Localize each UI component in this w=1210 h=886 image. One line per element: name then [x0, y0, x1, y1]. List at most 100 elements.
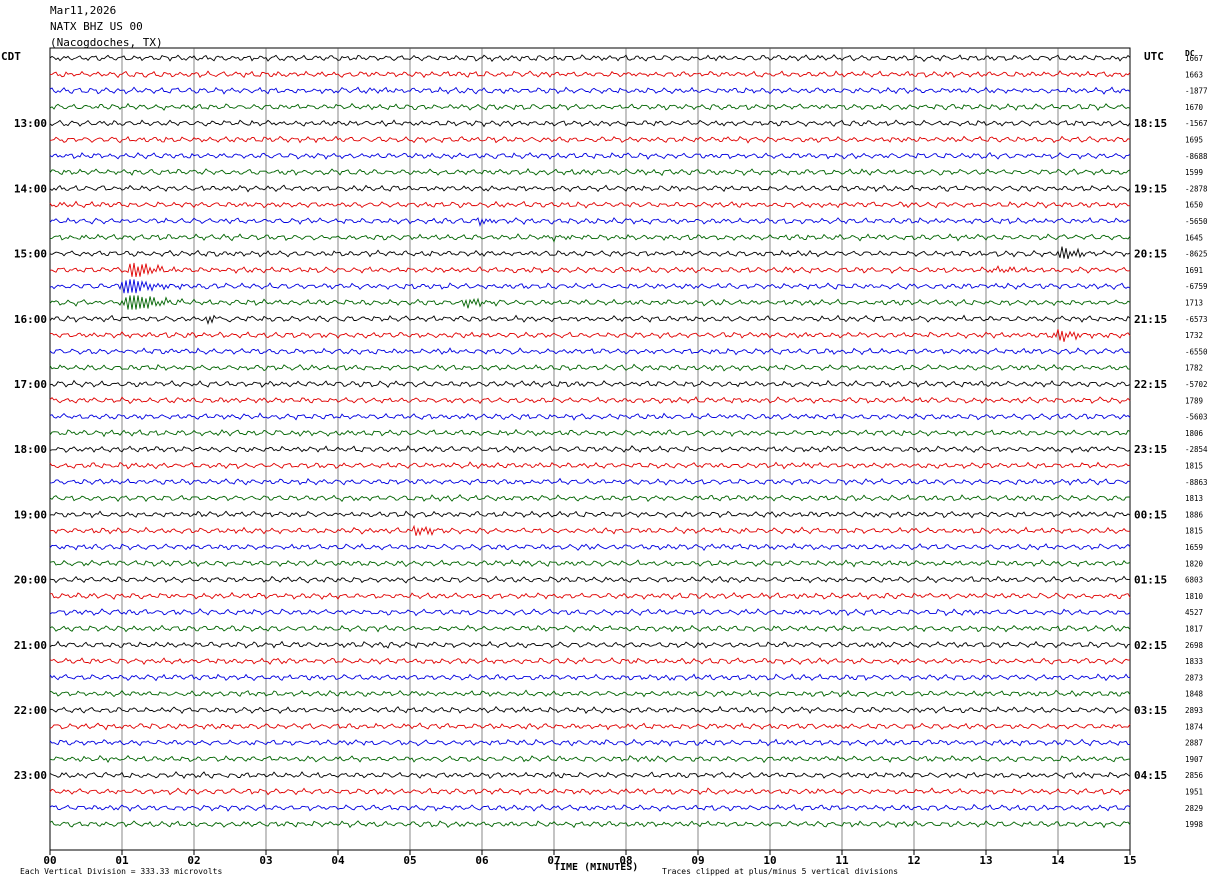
trace-line: [49, 640, 1131, 649]
dc-offset-label: -6573: [1185, 315, 1208, 324]
dc-offset-label: 1815: [1185, 462, 1203, 471]
utc-hour-label: 18:15: [1134, 117, 1167, 130]
x-tick-label: 11: [835, 854, 849, 867]
trace-line: [49, 233, 1131, 243]
dc-offset-label: 1659: [1185, 543, 1203, 552]
cdt-hour-label: 18:00: [14, 443, 47, 456]
trace-line: [49, 295, 1131, 310]
utc-hour-label: 21:15: [1134, 313, 1167, 326]
utc-hour-label: 00:15: [1134, 508, 1167, 521]
trace-line: [49, 279, 1131, 294]
x-axis-title: TIME (MINUTES): [554, 862, 639, 873]
trace-line: [49, 168, 1131, 177]
trace-line: [49, 217, 1131, 227]
dc-offset-label: 1806: [1185, 429, 1204, 438]
cdt-hour-label: 15:00: [14, 248, 47, 261]
dc-offset-label: 1732: [1185, 331, 1203, 340]
dc-offset-label: 1670: [1185, 103, 1204, 112]
cdt-hour-label: 20:00: [14, 574, 47, 587]
trace-line: [49, 54, 1131, 62]
trace-line: [49, 379, 1131, 388]
x-tick-label: 02: [187, 854, 200, 867]
trace-line: [49, 559, 1131, 568]
utc-hour-label: 04:15: [1134, 769, 1167, 782]
dc-offset-label: -1877: [1185, 87, 1208, 96]
dc-offset-header: DC: [1185, 49, 1195, 58]
dc-offset-label: -2878: [1185, 184, 1208, 193]
dc-offset-label: 4527: [1185, 608, 1203, 617]
dc-offset-label: -1567: [1185, 119, 1208, 128]
dc-offset-label: -8625: [1185, 250, 1208, 259]
dc-offset-label: 1886: [1185, 510, 1204, 519]
dc-offset-label: 1874: [1185, 722, 1204, 731]
trace-line: [49, 151, 1131, 160]
trace-line: [49, 477, 1131, 486]
trace-line: [49, 135, 1131, 144]
trace-line: [49, 363, 1131, 372]
x-tick-label: 08: [619, 854, 632, 867]
x-tick-label: 07: [547, 854, 560, 867]
dc-offset-label: 2856: [1185, 771, 1204, 780]
trace-line: [49, 184, 1131, 193]
x-tick-label: 01: [115, 854, 129, 867]
trace-line: [49, 608, 1131, 617]
trace-line: [49, 771, 1131, 780]
trace-line: [49, 657, 1131, 666]
cdt-hour-label: 21:00: [14, 639, 47, 652]
dc-offset-label: 1667: [1185, 54, 1203, 63]
cdt-hour-label: 19:00: [14, 508, 47, 521]
dc-offset-label: -6759: [1185, 282, 1208, 291]
dc-offset-label: 1848: [1185, 690, 1204, 699]
trace-line: [49, 754, 1131, 764]
trace-line: [49, 510, 1131, 519]
left-timezone-label: CDT: [1, 50, 21, 63]
trace-line: [49, 689, 1131, 698]
x-tick-label: 09: [691, 854, 704, 867]
dc-offset-label: 1817: [1185, 625, 1203, 634]
record-date: Mar11,2026: [50, 4, 117, 17]
dc-offset-label: 1813: [1185, 494, 1203, 503]
trace-line: [49, 820, 1131, 829]
dc-offset-label: 2873: [1185, 673, 1203, 682]
trace-line: [49, 86, 1131, 95]
trace-line: [49, 494, 1131, 503]
dc-offset-label: 1789: [1185, 396, 1203, 405]
dc-offset-label: -5650: [1185, 217, 1208, 226]
dc-offset-label: 1998: [1185, 820, 1204, 829]
dc-offset-label: 1691: [1185, 266, 1203, 275]
trace-line: [49, 70, 1131, 79]
cdt-hour-label: 16:00: [14, 313, 47, 326]
trace-line: [49, 524, 1131, 537]
dc-offset-label: 1810: [1185, 592, 1204, 601]
x-tick-label: 05: [403, 854, 416, 867]
trace-line: [49, 347, 1131, 356]
trace-line: [49, 722, 1131, 731]
division-note: Each Vertical Division = 333.33 microvol…: [20, 867, 223, 876]
x-tick-label: 12: [907, 854, 920, 867]
x-tick-label: 14: [1051, 854, 1065, 867]
trace-line: [49, 624, 1131, 633]
trace-line: [49, 314, 1131, 326]
x-tick-label: 06: [475, 854, 489, 867]
cdt-hour-label: 22:00: [14, 704, 47, 717]
dc-offset-label: -6550: [1185, 347, 1208, 356]
dc-offset-label: -8863: [1185, 478, 1208, 487]
station-location: (Nacogdoches, TX): [50, 36, 163, 49]
dc-offset-label: 1907: [1185, 755, 1203, 764]
x-tick-label: 00: [43, 854, 56, 867]
dc-offset-label: 1663: [1185, 70, 1203, 79]
plot-frame: [49, 47, 1131, 851]
dc-offset-label: 1782: [1185, 364, 1203, 373]
clip-note: Traces clipped at plus/minus 5 vertical …: [662, 867, 899, 876]
trace-line: [49, 262, 1131, 277]
dc-offset-label: 2893: [1185, 706, 1203, 715]
trace-line: [49, 428, 1131, 438]
trace-line: [49, 803, 1131, 812]
x-tick-label: 04: [331, 854, 345, 867]
utc-hour-label: 23:15: [1134, 443, 1167, 456]
trace-line: [49, 738, 1131, 747]
utc-hour-label: 01:15: [1134, 574, 1167, 587]
trace-line: [49, 119, 1131, 128]
x-tick-label: 03: [259, 854, 272, 867]
